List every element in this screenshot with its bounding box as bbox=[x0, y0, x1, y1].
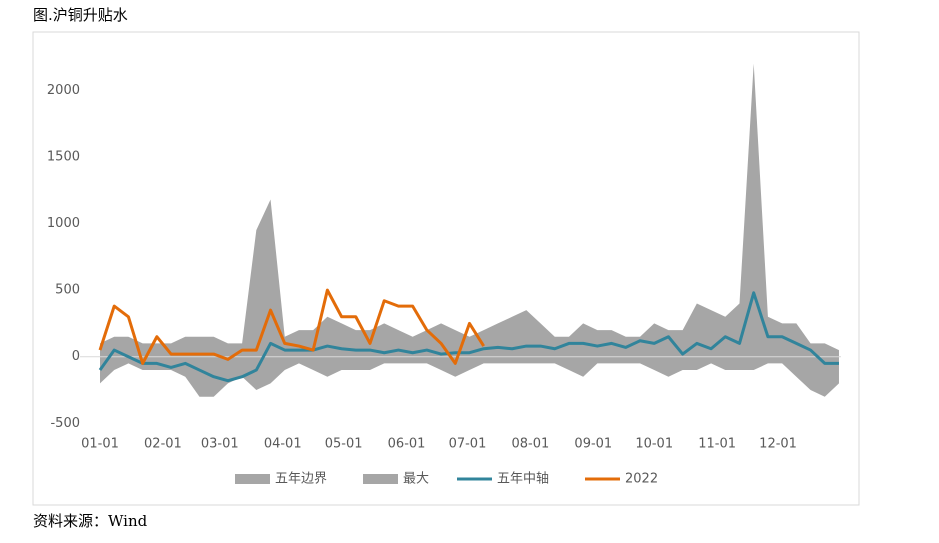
y-tick-label: -500 bbox=[50, 416, 80, 431]
chart-title: 图.沪铜升贴水 bbox=[33, 6, 128, 24]
x-tick-label: 03-01 bbox=[201, 437, 239, 452]
x-tick-label: 08-01 bbox=[511, 437, 549, 452]
y-tick-label: 0 bbox=[72, 349, 80, 364]
y-tick-label: 1500 bbox=[47, 149, 80, 164]
legend-label: 2022 bbox=[625, 472, 658, 487]
x-tick-label: 05-01 bbox=[325, 437, 363, 452]
x-tick-label: 11-01 bbox=[698, 437, 736, 452]
plot-frame bbox=[32, 31, 860, 506]
legend-swatch bbox=[363, 474, 398, 484]
x-tick-label: 10-01 bbox=[635, 437, 673, 452]
y-tick-label: 1000 bbox=[47, 216, 80, 231]
line bbox=[98, 288, 485, 365]
x-tick-label: 12-01 bbox=[759, 437, 797, 452]
legend-label: 最大 bbox=[403, 472, 429, 487]
x-tick-label: 02-01 bbox=[144, 437, 182, 452]
line bbox=[98, 291, 839, 383]
area bbox=[100, 356, 839, 397]
x-tick-label: 04-01 bbox=[264, 437, 302, 452]
y-tick-label: 500 bbox=[55, 283, 80, 298]
legend-label: 五年边界 bbox=[275, 472, 327, 487]
legend-swatch bbox=[235, 474, 270, 484]
source: 资料来源：Wind bbox=[33, 512, 148, 530]
x-tick-label: 09-01 bbox=[574, 437, 612, 452]
y-tick-label: 2000 bbox=[47, 83, 80, 98]
legend-label: 五年中轴 bbox=[497, 472, 549, 487]
x-tick-label: 07-01 bbox=[449, 437, 487, 452]
x-tick-label: 01-01 bbox=[81, 437, 119, 452]
x-tick-label: 06-01 bbox=[388, 437, 426, 452]
